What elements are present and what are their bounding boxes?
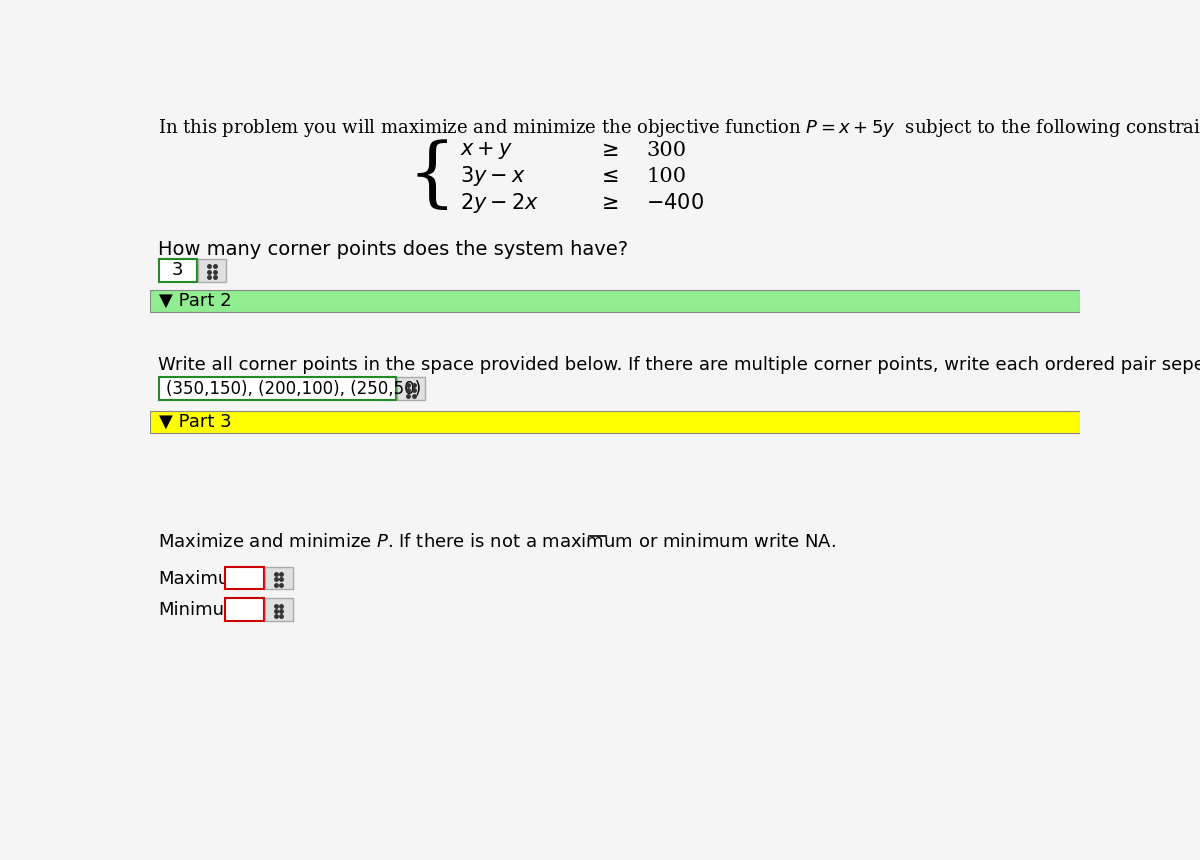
Text: $\leq$: $\leq$ <box>596 167 618 186</box>
FancyBboxPatch shape <box>397 378 425 401</box>
Text: {: { <box>408 139 456 213</box>
Text: $\geq$: $\geq$ <box>596 141 618 161</box>
Text: Maximize and minimize $P$. If there is not a maximum or minimum write NA.: Maximize and minimize $P$. If there is n… <box>157 533 835 551</box>
FancyBboxPatch shape <box>150 291 1080 312</box>
FancyBboxPatch shape <box>265 599 293 621</box>
Text: ▼ Part 3: ▼ Part 3 <box>160 413 232 431</box>
Text: Maximum: Maximum <box>157 570 246 588</box>
Text: $2y - 2x$: $2y - 2x$ <box>460 191 539 215</box>
Text: $x + y$: $x + y$ <box>460 140 514 162</box>
Text: How many corner points does the system have?: How many corner points does the system h… <box>157 240 628 259</box>
Text: 100: 100 <box>646 167 686 186</box>
Text: (350,150), (200,100), (250,50): (350,150), (200,100), (250,50) <box>166 380 421 398</box>
Text: Minimum: Minimum <box>157 601 241 619</box>
FancyBboxPatch shape <box>265 567 293 589</box>
FancyBboxPatch shape <box>158 259 197 282</box>
Text: $-400$: $-400$ <box>646 194 704 213</box>
Text: ▼ Part 2: ▼ Part 2 <box>160 292 232 310</box>
FancyBboxPatch shape <box>158 378 396 401</box>
FancyBboxPatch shape <box>226 567 264 589</box>
Text: Write all corner points in the space provided below. If there are multiple corne: Write all corner points in the space pro… <box>157 356 1200 374</box>
Text: $\geq$: $\geq$ <box>596 194 618 212</box>
FancyBboxPatch shape <box>198 259 226 282</box>
Text: 3: 3 <box>172 261 184 280</box>
FancyBboxPatch shape <box>226 599 264 621</box>
FancyBboxPatch shape <box>150 411 1080 433</box>
Text: In this problem you will maximize and minimize the objective function $P = x + 5: In this problem you will maximize and mi… <box>157 117 1200 139</box>
Text: $3y - x$: $3y - x$ <box>460 164 526 188</box>
Text: 300: 300 <box>646 141 686 161</box>
